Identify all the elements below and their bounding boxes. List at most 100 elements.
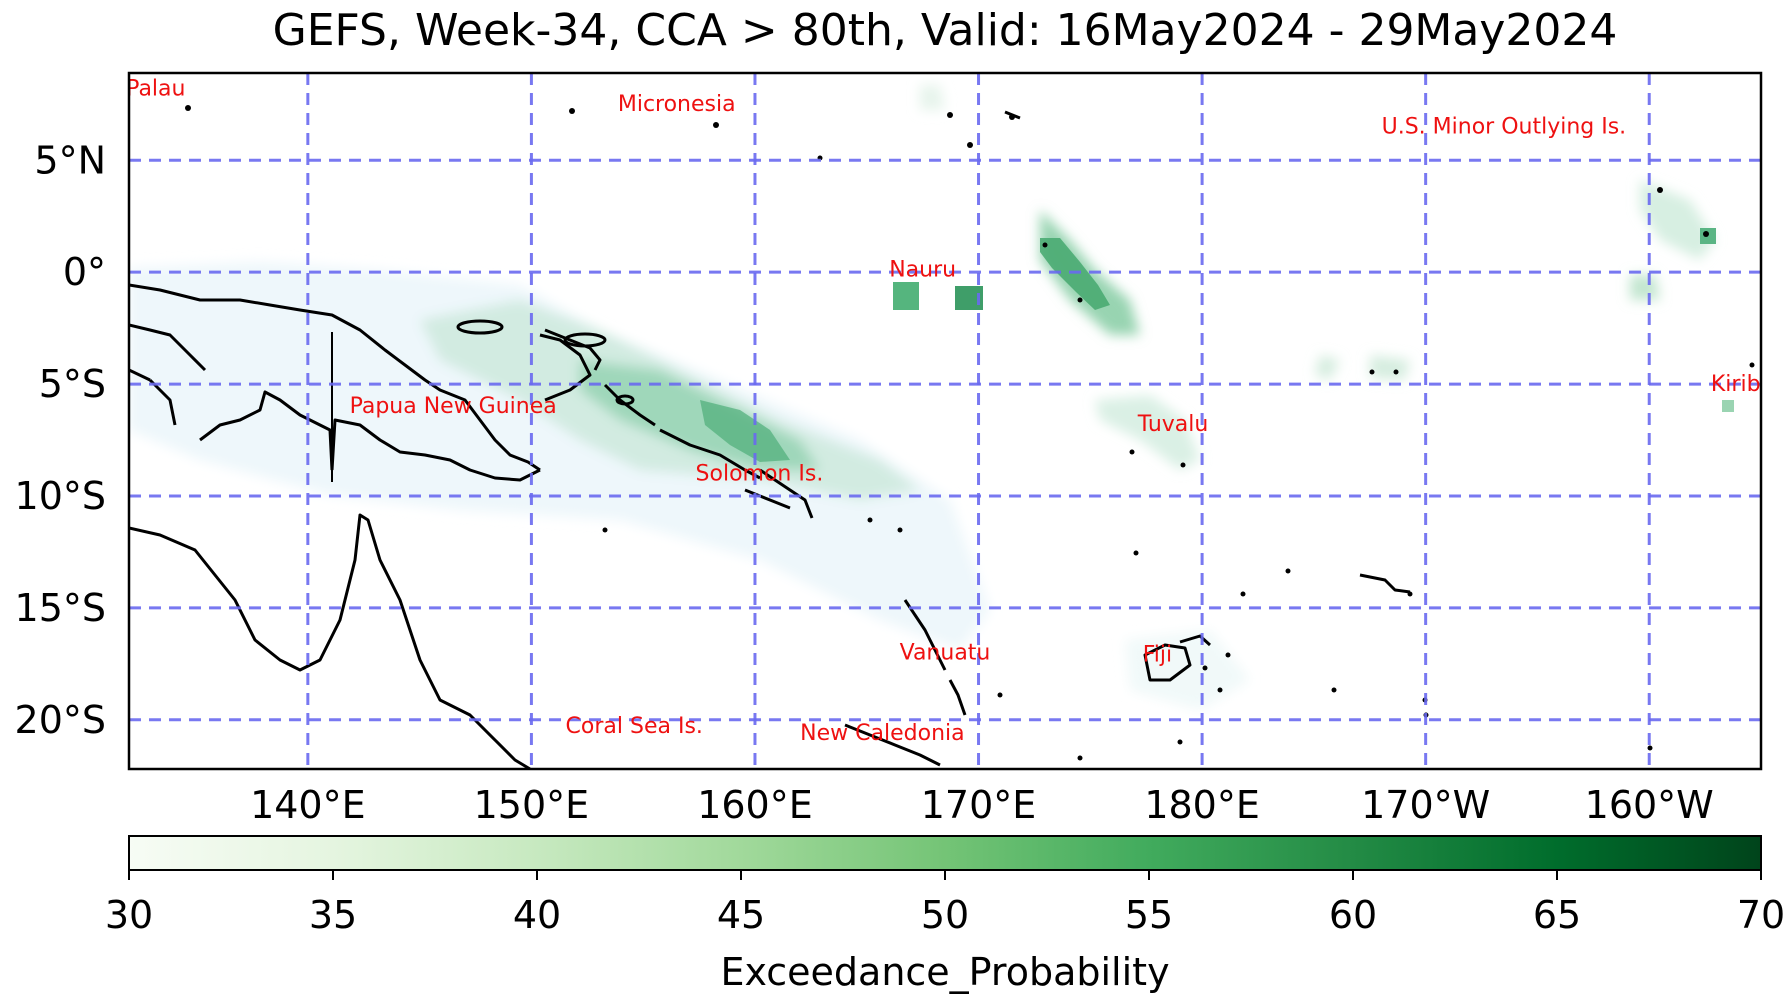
island-dot	[1369, 369, 1375, 375]
colorbar-tick-label: 35	[309, 893, 357, 937]
lon-tick-label: 170°W	[1361, 783, 1490, 827]
coastlines	[129, 110, 1411, 769]
coast-solomon-makira	[744, 488, 791, 510]
colorbar: 30 35 40 45 50 55 60 65 70 Exceedance_Probabilit…	[105, 835, 1785, 994]
lat-tick-label: 15°S	[15, 586, 106, 630]
island-dot	[1202, 665, 1208, 671]
shading-phoenix	[1315, 355, 1340, 380]
island-dot	[713, 122, 719, 128]
coast-new-guinea-north	[129, 283, 541, 472]
lat-tick-label: 5°S	[39, 362, 106, 406]
lon-tick-label: 150°E	[474, 783, 590, 827]
island-dot	[1749, 362, 1755, 368]
hotspot-gilbert	[1040, 238, 1110, 310]
island-dot	[1285, 568, 1291, 574]
island-dot	[1240, 591, 1246, 597]
coast-new-hanover	[456, 319, 504, 335]
island-dot	[947, 112, 953, 118]
region-labels: Palau Micronesia U.S. Minor Outlying Is. Na…	[126, 76, 1789, 746]
island-dot	[867, 517, 873, 523]
coast-solomon-malaita	[759, 468, 814, 519]
coast-new-caledonia	[844, 723, 941, 767]
map-frame	[127, 71, 1763, 771]
region-label: Vanuatu	[900, 640, 991, 665]
lon-tick-label: 140°E	[250, 783, 366, 827]
shading-line-islands-south	[1630, 275, 1660, 300]
island-dot	[897, 527, 903, 533]
hotspot-solomon	[700, 400, 790, 462]
island-dot	[1077, 755, 1083, 761]
region-label: Coral Sea Is.	[566, 714, 703, 739]
island-dot	[569, 108, 575, 114]
island-dot	[1217, 687, 1223, 693]
region-label: Papua New Guinea	[350, 394, 557, 419]
colorbar-ticks: 30 35 40 45 50 55 60 65 70	[105, 870, 1785, 937]
island-dot	[1225, 652, 1231, 658]
lon-tick-label: 160°W	[1585, 783, 1714, 827]
chart-title: GEFS, Week-34, CCA > 80th, Valid: 16May2…	[273, 5, 1618, 56]
coast-west-papua	[129, 323, 207, 372]
island-dot	[1407, 591, 1413, 597]
island-dot	[967, 142, 973, 148]
island-dot	[1647, 745, 1653, 751]
lon-tick-label: 170°E	[921, 783, 1037, 827]
island-dot	[1703, 231, 1709, 237]
shading-micronesia-east	[920, 85, 945, 110]
coast-png-south-west	[199, 390, 334, 471]
island-dot	[1177, 739, 1183, 745]
coast-new-britain	[539, 333, 592, 402]
coast-new-guinea-south	[330, 418, 541, 482]
coast-gulf	[148, 378, 177, 426]
region-label: New Caledonia	[800, 721, 964, 746]
colorbar-tick-label: 30	[105, 893, 153, 937]
coast-manus	[563, 332, 607, 348]
colorbar-tick-label: 50	[921, 893, 969, 937]
coast-fiji-vitilevu	[1143, 643, 1192, 682]
lon-tick-label: 160°E	[697, 783, 813, 827]
colorbar-label: Exceedance_Probability	[720, 950, 1169, 994]
island-dot	[1657, 187, 1663, 193]
colorbar-bar	[128, 835, 1762, 871]
island-dot	[1133, 550, 1139, 556]
island-dot	[997, 692, 1003, 698]
island-dot	[1009, 114, 1015, 120]
region-label: Tuvalu	[1137, 412, 1209, 437]
shading-phoenix-2	[1370, 355, 1410, 380]
region-label: Solomon Is.	[696, 461, 824, 486]
shading-tuvalu	[1095, 395, 1200, 470]
shading-png-band	[129, 262, 990, 650]
lat-tick-label: 0°	[63, 250, 106, 294]
colorbar-tick-label: 40	[513, 893, 561, 937]
lat-tick-label: 10°S	[15, 474, 106, 518]
lon-tick-labels: 140°E 150°E 160°E 170°E 180°E 170°W 160°W	[250, 783, 1714, 827]
island-dot	[1393, 369, 1399, 375]
island-dot	[1042, 242, 1048, 248]
lon-tick-label: 180°E	[1144, 783, 1260, 827]
region-label: Kiribati	[1711, 372, 1789, 397]
island-dot	[1331, 687, 1337, 693]
small-islands	[185, 105, 1755, 761]
colorbar-tick-label: 65	[1533, 893, 1581, 937]
coast-new-ireland	[544, 328, 602, 371]
hotspot-nauru	[893, 282, 919, 310]
lat-tick-labels: 5°N 0° 5°S 10°S 15°S 20°S	[15, 138, 106, 741]
coast-bougainville	[603, 383, 656, 427]
island-dot	[1129, 449, 1135, 455]
coast-vanuatu	[903, 599, 947, 671]
island-dot	[185, 105, 191, 111]
hotspot-kiribati	[1722, 400, 1734, 412]
coast-vanuatu-south	[948, 679, 967, 716]
shading-line-islands	[1640, 180, 1715, 260]
region-label: Nauru	[889, 258, 956, 283]
coast-solomon-guadalcanal	[659, 428, 761, 480]
island-dot	[1180, 462, 1186, 468]
map-panel: Palau Micronesia U.S. Minor Outlying Is. Na…	[15, 71, 1789, 827]
region-label: U.S. Minor Outlying Is.	[1382, 114, 1627, 139]
coast-bird-head	[129, 368, 151, 382]
region-label: Palau	[126, 76, 185, 101]
coast-fiji-vanualevu	[1179, 634, 1212, 647]
colorbar-tick-label: 55	[1125, 893, 1173, 937]
region-label: Fiji	[1143, 643, 1172, 668]
lat-tick-label: 20°S	[15, 698, 106, 742]
